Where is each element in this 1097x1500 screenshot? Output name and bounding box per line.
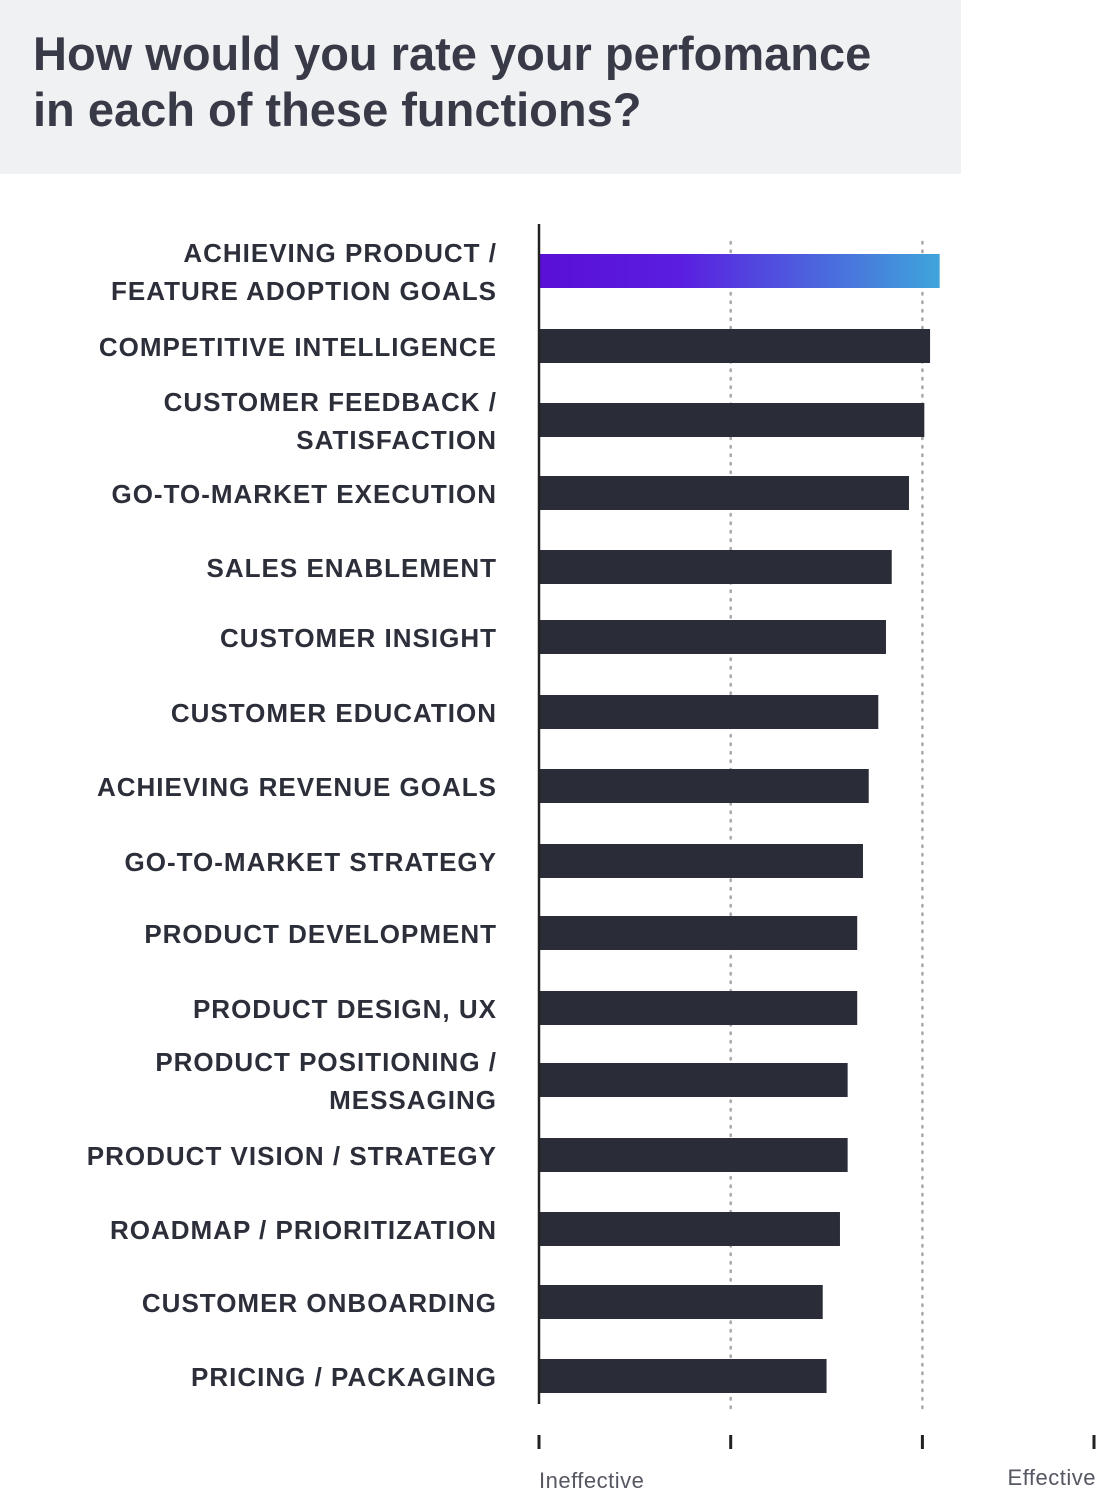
category-label: GO-TO-MARKET EXECUTION: [111, 479, 497, 509]
category-label: COMPETITIVE INTELLIGENCE: [99, 332, 497, 362]
category-label: PRODUCT VISION / STRATEGY: [87, 1141, 497, 1171]
bar: [539, 1212, 840, 1246]
category-label: MESSAGING: [329, 1085, 497, 1115]
page-title: How would you rate your perfomance in ea…: [33, 26, 953, 138]
x-axis-low-label: Ineffective: [539, 1468, 644, 1493]
bar: [539, 476, 909, 510]
category-label: CUSTOMER FEEDBACK /: [164, 387, 497, 417]
category-label: PRODUCT DEVELOPMENT: [144, 919, 497, 949]
bar: [539, 844, 863, 878]
bar: [539, 695, 879, 729]
category-label: ACHIEVING REVENUE GOALS: [97, 772, 497, 802]
bar: [539, 769, 869, 803]
bar: [539, 991, 858, 1025]
category-label: ACHIEVING PRODUCT /: [183, 238, 497, 268]
category-label: PRICING / PACKAGING: [191, 1362, 497, 1392]
bar: [539, 1138, 848, 1172]
bar: [539, 403, 925, 437]
category-label: PRODUCT DESIGN, UX: [193, 994, 497, 1024]
category-label: SALES ENABLEMENT: [207, 553, 497, 583]
bar: [539, 1359, 827, 1393]
x-axis-high-label: Effective: [1008, 1465, 1096, 1490]
title-banner: How would you rate your perfomance in ea…: [0, 0, 961, 174]
category-label: GO-TO-MARKET STRATEGY: [125, 847, 497, 877]
bar: [539, 620, 886, 654]
category-label: CUSTOMER ONBOARDING: [142, 1288, 497, 1318]
bar: [539, 329, 931, 363]
title-line-2: in each of these functions?: [33, 83, 642, 136]
category-label: FEATURE ADOPTION GOALS: [111, 276, 497, 306]
bar: [539, 1285, 823, 1319]
bar-highlighted: [539, 254, 940, 288]
category-label: CUSTOMER EDUCATION: [171, 698, 497, 728]
bar: [539, 1063, 848, 1097]
bar: [539, 550, 892, 584]
category-label: PRODUCT POSITIONING /: [155, 1047, 497, 1077]
bar: [539, 916, 858, 950]
category-label: SATISFACTION: [296, 425, 497, 455]
category-label: CUSTOMER INSIGHT: [220, 623, 497, 653]
title-line-1: How would you rate your perfomance: [33, 27, 872, 80]
category-label: ROADMAP / PRIORITIZATION: [110, 1215, 497, 1245]
